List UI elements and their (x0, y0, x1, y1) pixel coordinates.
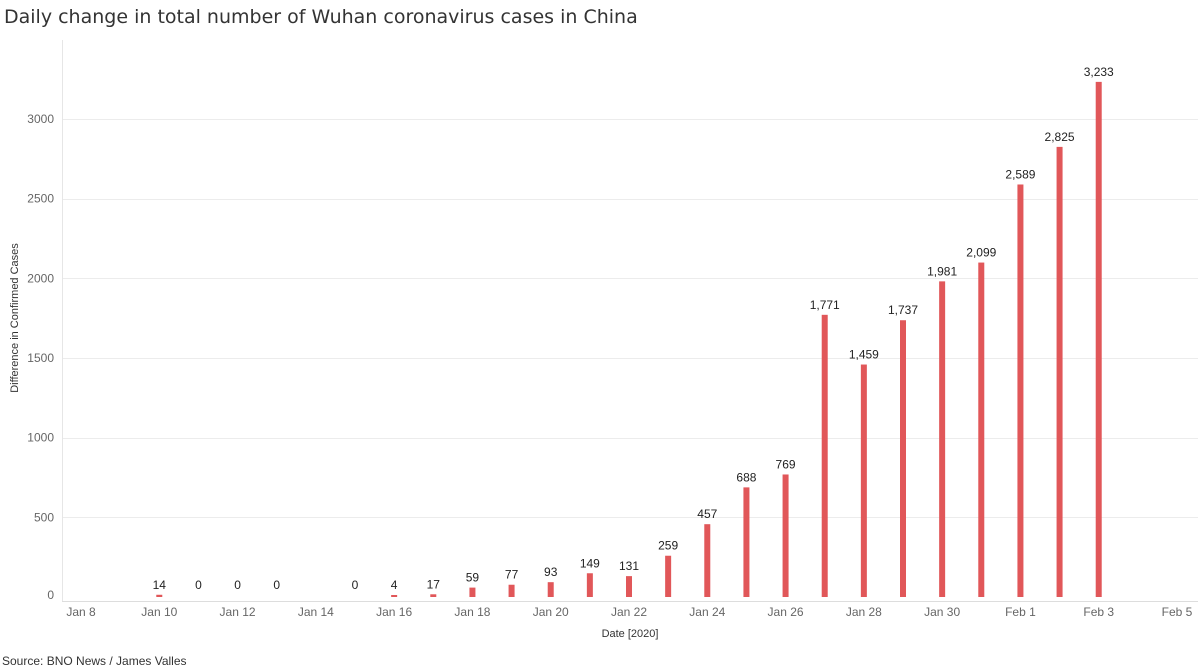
data-label: 259 (658, 539, 678, 553)
data-label: 93 (544, 565, 558, 579)
x-tick-label: Jan 22 (611, 605, 647, 619)
y-tick-label: 1000 (27, 431, 54, 445)
data-label: 77 (505, 568, 519, 582)
x-axis-label: Date [2020] (602, 628, 659, 640)
data-label: 1,737 (888, 303, 918, 317)
bar (704, 524, 711, 597)
data-label: 0 (195, 578, 202, 592)
bar (743, 487, 750, 597)
y-axis: 0 500 1000 1500 2000 2500 3000 (27, 112, 54, 602)
bar (665, 555, 672, 597)
bar (156, 594, 163, 597)
bar (508, 584, 515, 597)
bar (1095, 81, 1102, 597)
data-label: 4 (391, 578, 398, 592)
x-tick-label: Jan 10 (141, 605, 177, 619)
bar (1017, 184, 1024, 597)
data-label: 14 (153, 578, 167, 592)
x-tick-label: Feb 5 (1162, 605, 1193, 619)
data-label: 149 (580, 556, 600, 570)
y-tick-label: 500 (34, 510, 54, 524)
bar (586, 573, 593, 597)
gridlines (62, 40, 1198, 602)
data-label: 1,459 (849, 348, 879, 362)
bar (821, 314, 828, 597)
x-tick-label: Jan 12 (220, 605, 256, 619)
bar (939, 281, 946, 597)
data-label: 0 (273, 578, 280, 592)
data-label: 3,233 (1084, 65, 1114, 79)
data-labels: 14 0 0 0 0 4 17 59 77 93 149 131 259 457 688 769 1,771 1,… (153, 65, 1114, 592)
bar (430, 594, 437, 597)
y-tick-label: 1500 (27, 351, 54, 365)
bar (1056, 146, 1063, 597)
x-tick-label: Jan 16 (376, 605, 412, 619)
data-label: 2,589 (1005, 167, 1035, 181)
y-tick-label: 2500 (27, 192, 54, 206)
bar (860, 364, 867, 597)
bars (156, 81, 1102, 597)
x-tick-label: Feb 3 (1083, 605, 1114, 619)
bar (391, 595, 398, 597)
data-label: 59 (466, 571, 480, 585)
bar (469, 587, 476, 597)
data-label: 688 (736, 470, 756, 484)
x-tick-label: Jan 14 (298, 605, 334, 619)
bar (782, 474, 789, 597)
y-tick-label: 3000 (27, 112, 54, 126)
x-tick-label: Feb 1 (1005, 605, 1036, 619)
bar (978, 262, 985, 597)
x-tick-label: Jan 8 (66, 605, 96, 619)
data-label: 457 (697, 507, 717, 521)
data-label: 0 (352, 578, 359, 592)
x-tick-label: Jan 18 (454, 605, 490, 619)
y-tick-label: 0 (47, 588, 54, 602)
x-axis: Jan 8 Jan 10 Jan 12 Jan 14 Jan 16 Jan 18 Jan 2… (66, 605, 1192, 619)
x-tick-label: Jan 24 (689, 605, 725, 619)
data-label: 17 (427, 577, 441, 591)
y-tick-label: 2000 (27, 271, 54, 285)
data-label: 2,099 (966, 246, 996, 260)
data-label: 131 (619, 559, 639, 573)
x-tick-label: Jan 20 (533, 605, 569, 619)
data-label: 2,825 (1045, 130, 1075, 144)
data-label: 1,981 (927, 264, 957, 278)
bar (900, 320, 906, 597)
source-note: Source: BNO News / James Valles (2, 654, 187, 668)
data-label: 0 (234, 578, 241, 592)
chart-title: Daily change in total number of Wuhan co… (4, 6, 638, 28)
data-label: 1,771 (810, 298, 840, 312)
x-tick-label: Jan 30 (924, 605, 960, 619)
y-axis-label: Difference in Confirmed Cases (9, 243, 21, 393)
bar (547, 582, 554, 597)
x-tick-label: Jan 26 (768, 605, 804, 619)
bar (626, 576, 632, 597)
data-label: 769 (776, 457, 796, 471)
x-tick-label: Jan 28 (846, 605, 882, 619)
